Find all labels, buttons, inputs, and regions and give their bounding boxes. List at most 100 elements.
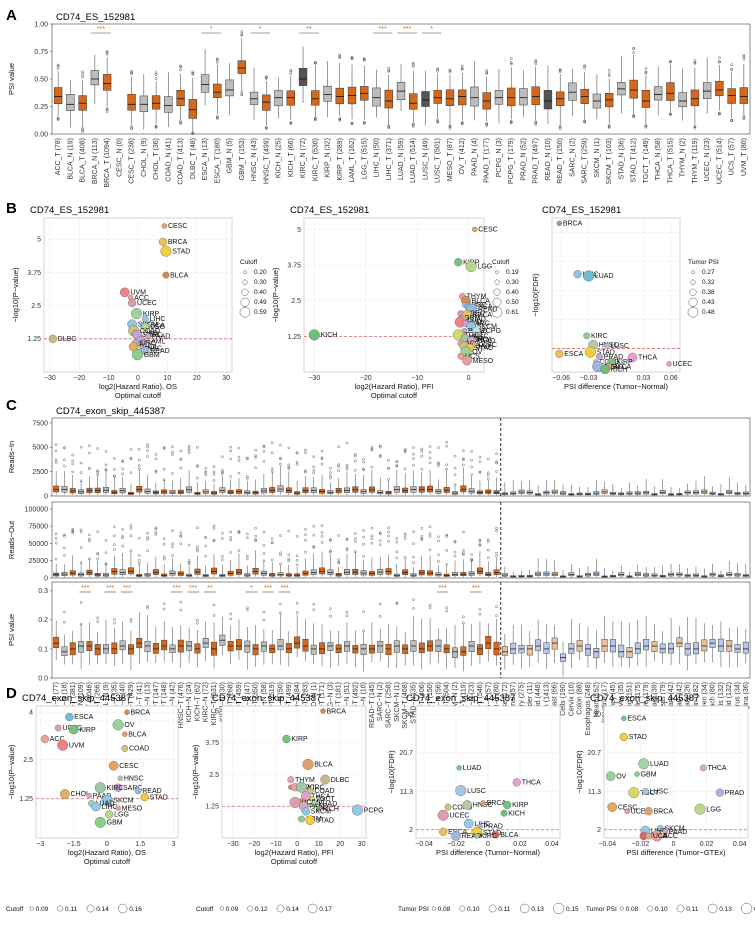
outlier — [362, 528, 365, 532]
data-point — [115, 805, 121, 811]
outlier — [462, 549, 465, 552]
panel-title: CD74_ES_152981 — [542, 205, 621, 216]
x-tick-label: CHOL−T (35) — [111, 682, 118, 724]
point-label: PAAD — [152, 333, 171, 340]
point-label: LUAD — [319, 801, 338, 808]
outlier — [362, 555, 365, 558]
outlier — [378, 531, 382, 535]
legend-title: Cutoff — [6, 906, 23, 913]
x-tick-label: 0.04 — [733, 841, 747, 848]
x-tick-label: KIRP−N (30) — [219, 682, 226, 722]
outlier — [420, 454, 424, 458]
legend-title: Tumor PSI — [586, 906, 617, 913]
outlier — [229, 551, 232, 554]
point-label: LUAD — [650, 761, 669, 768]
outlier — [534, 123, 538, 126]
outlier — [353, 537, 357, 540]
outlier — [428, 548, 432, 552]
panel-title: CD74_ES_152981 — [290, 205, 369, 216]
legend-label: 0.09 — [226, 906, 239, 913]
x-tick-label: LUSC−N (50) — [278, 682, 285, 724]
outlier — [212, 603, 216, 607]
x-tick-label: BLCA_N (19) — [67, 138, 74, 180]
outlier — [212, 470, 216, 474]
x-tick-label: Prostate (42) — [676, 682, 683, 722]
outlier — [462, 457, 465, 461]
outlier — [730, 119, 733, 123]
outlier — [196, 548, 199, 551]
point-label: BRCA — [563, 221, 583, 228]
outlier — [730, 67, 733, 71]
x-tick-label: BLCA_T (408) — [80, 138, 87, 183]
box — [666, 82, 675, 101]
outlier — [262, 559, 266, 563]
x-tick-label: −0.04 — [415, 841, 433, 848]
outlier — [56, 67, 60, 70]
outlier — [362, 59, 366, 62]
point-label: PRAD — [725, 790, 744, 797]
x-tick-label: Liver (35) — [618, 682, 625, 712]
box — [262, 94, 271, 111]
outlier — [486, 538, 490, 542]
point-label: BRCA — [487, 800, 507, 807]
x-axis-sublabel: Optimal cutoff — [115, 391, 162, 400]
x-tick-label: THYM_N (2) — [680, 138, 687, 177]
outlier — [495, 554, 498, 558]
x-tick-label: Cervix (10) — [568, 682, 575, 716]
legend-symbol — [276, 904, 285, 913]
legend-label: 0.20 — [254, 269, 267, 276]
data-point — [86, 792, 92, 799]
outlier — [353, 550, 357, 553]
outlier — [146, 606, 149, 610]
data-point — [302, 758, 314, 770]
outlier — [237, 531, 241, 535]
outlier — [437, 535, 440, 539]
legend-title: Cutoff — [196, 906, 213, 913]
outlier — [378, 615, 382, 618]
point-label: OV — [124, 722, 134, 729]
box — [119, 640, 126, 651]
data-point — [301, 791, 311, 801]
box — [507, 87, 516, 107]
outlier — [495, 460, 498, 464]
outlier — [63, 446, 66, 450]
x-tick-label: ESCA−T (147) — [153, 682, 160, 728]
outlier — [403, 467, 407, 471]
point-label: COAD — [129, 746, 149, 753]
outlier — [137, 467, 141, 471]
box — [501, 646, 508, 656]
x-tick-label: 0 — [467, 375, 471, 382]
point-label: HNSC — [142, 345, 162, 352]
point-label: UCEC — [450, 813, 470, 820]
data-point — [113, 783, 123, 792]
x-tick-label: UCEC_N (23) — [704, 138, 711, 181]
x-tick-label: LAML_T (162) — [349, 138, 356, 183]
legend-label: 0.17 — [319, 906, 332, 913]
outlier — [486, 548, 490, 552]
outlier — [478, 612, 482, 616]
data-point — [456, 765, 462, 771]
panel-title: CD74_exon_skip_445387 — [406, 693, 515, 704]
point-label: OV — [472, 349, 482, 356]
point-label: UVM — [467, 319, 483, 326]
outlier — [495, 551, 498, 555]
outlier — [353, 459, 357, 463]
point-label: COAD — [452, 804, 472, 811]
y-tick-label: 5 — [37, 237, 41, 244]
x-tick-label: 0.06 — [664, 375, 678, 382]
outlier — [162, 478, 166, 482]
outlier — [254, 456, 257, 459]
x-tick-label: LIHC−T (350) — [253, 682, 260, 724]
point-label: STAD — [172, 248, 190, 255]
outlier — [63, 554, 66, 557]
legend-label: 0.13 — [719, 906, 732, 913]
data-point — [451, 831, 461, 841]
outlier — [262, 610, 266, 614]
outlier — [129, 549, 133, 553]
outlier — [229, 536, 232, 539]
outlier — [448, 70, 452, 74]
outlier — [644, 67, 648, 70]
outlier — [428, 532, 432, 536]
box — [676, 637, 683, 648]
box — [715, 80, 724, 97]
